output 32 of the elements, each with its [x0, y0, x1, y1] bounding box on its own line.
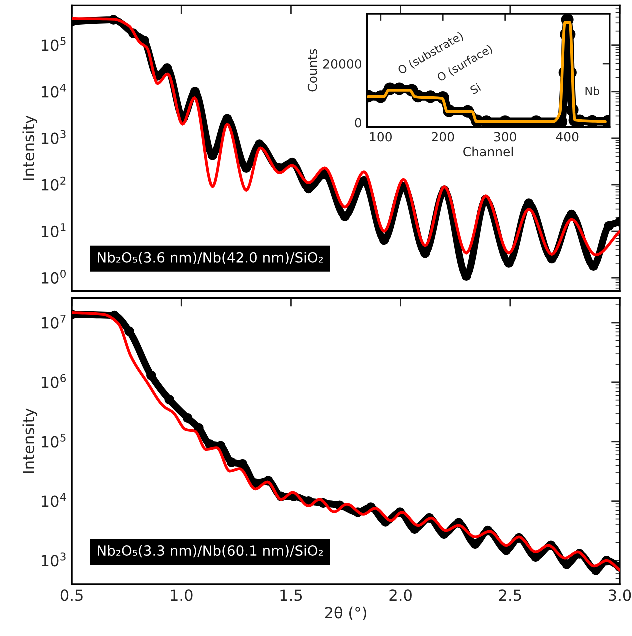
- y-axis-title: Counts: [308, 49, 318, 92]
- y-tick-label: 10$^{2}$: [42, 176, 66, 191]
- y-tick-label: 10$^{3}$: [42, 130, 66, 144]
- y-tick-label: 10$^{0}$: [42, 270, 66, 284]
- y-axis-title: Intensity: [22, 408, 38, 474]
- y-tick-label: 10$^{3}$: [42, 552, 66, 567]
- annotation: Nb₂O₅(3.6 nm)/Nb(42.0 nm)/SiO₂: [98, 252, 324, 265]
- annotation: Nb₂O₅(3.3 nm)/Nb(60.1 nm)/SiO₂: [98, 545, 324, 558]
- y-axis-title: Intensity: [22, 116, 38, 180]
- x-tick-label: 300: [494, 132, 516, 142]
- y-tick-label: 0: [355, 118, 362, 128]
- x-tick-label: 3.0: [609, 590, 632, 602]
- y-tick-label: 20000: [323, 59, 362, 69]
- x-axis-title: 2θ (°): [325, 606, 366, 621]
- x-tick-label: 2.5: [499, 590, 522, 602]
- y-tick-label: 10$^{7}$: [42, 315, 66, 329]
- annotation: Nb: [586, 86, 600, 96]
- x-tick-label: 0.5: [60, 590, 83, 602]
- y-tick-label: 10$^{5}$: [42, 37, 66, 52]
- y-tick-label: 10$^{4}$: [42, 493, 66, 508]
- x-tick-label: 1.5: [280, 590, 302, 602]
- x-tick-label: 2.0: [390, 590, 412, 602]
- x-tick-label: 400: [556, 132, 579, 142]
- x-axis-title: Channel: [464, 146, 514, 157]
- x-tick-label: 1.0: [171, 590, 193, 602]
- y-tick-label: 10$^{1}$: [42, 224, 66, 238]
- x-tick-label: 100: [370, 132, 392, 142]
- y-tick-label: 10$^{4}$: [42, 84, 66, 98]
- x-tick-label: 200: [432, 132, 454, 142]
- y-tick-label: 10$^{6}$: [42, 374, 66, 388]
- y-tick-label: 10$^{5}$: [42, 434, 66, 448]
- annotation: Si: [470, 83, 482, 95]
